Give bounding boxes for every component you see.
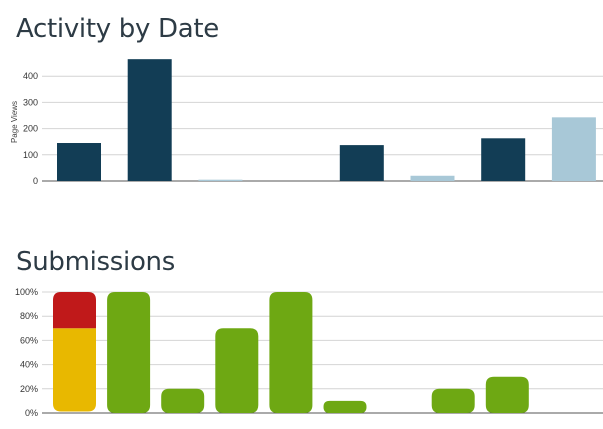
submissions-bar-segment[interactable]	[161, 388, 205, 413]
activity-y-tick-label: 300	[23, 97, 38, 107]
activity-chart: 0 100 200 300 400 Page Views	[10, 59, 603, 186]
submissions-bar-segment[interactable]	[431, 388, 475, 413]
submissions-bar-segment[interactable]	[107, 292, 151, 413]
activity-bar[interactable]	[481, 138, 526, 181]
submissions-y-tick-label: 0%	[25, 408, 38, 418]
activity-y-axis-label: Page Views	[10, 101, 19, 143]
submissions-y-tick-label: 20%	[20, 384, 38, 394]
submissions-bar-segment[interactable]	[53, 328, 96, 412]
submissions-bar-segment[interactable]	[53, 292, 96, 329]
activity-bar[interactable]	[339, 145, 384, 181]
submissions-chart-title: Submissions	[16, 247, 175, 277]
activity-y-tick-label: 200	[23, 124, 38, 134]
submissions-y-tick-label: 60%	[20, 335, 38, 345]
activity-bar[interactable]	[127, 59, 172, 181]
submissions-y-tick-label: 100%	[15, 287, 38, 297]
submissions-y-tick-label: 80%	[20, 311, 38, 321]
submissions-y-tick-label: 40%	[20, 360, 38, 370]
activity-bar[interactable]	[410, 175, 455, 181]
submissions-bar-segment[interactable]	[485, 376, 529, 413]
submissions-bar-segment[interactable]	[215, 328, 259, 413]
activity-bar[interactable]	[57, 143, 101, 181]
activity-bar[interactable]	[198, 179, 243, 181]
activity-y-tick-label: 100	[23, 150, 38, 160]
activity-bar[interactable]	[551, 117, 596, 181]
submissions-bar-segment[interactable]	[323, 400, 367, 413]
activity-chart-title: Activity by Date	[16, 14, 219, 44]
activity-y-tick-label: 0	[33, 176, 38, 186]
activity-y-tick-label: 400	[23, 71, 38, 81]
submissions-bar-segment[interactable]	[269, 292, 313, 413]
